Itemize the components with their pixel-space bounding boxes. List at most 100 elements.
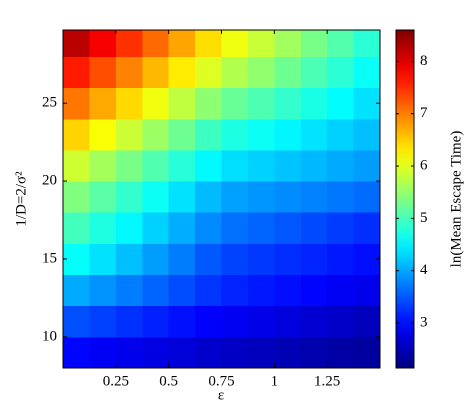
- colorbar-tick-label: 8: [420, 53, 428, 69]
- heatmap-cell: [63, 87, 90, 120]
- y-tick-label: 20: [42, 173, 57, 189]
- heatmap-cell: [89, 149, 117, 182]
- heatmap-cell: [168, 149, 196, 182]
- heatmap-cell: [300, 305, 328, 338]
- heatmap-cell: [247, 56, 275, 89]
- heatmap-cell: [327, 181, 355, 213]
- heatmap-cell: [247, 305, 275, 338]
- heatmap-cell: [247, 212, 275, 244]
- x-tick-label: 0.5: [159, 373, 178, 389]
- heatmap-cell: [142, 336, 170, 368]
- heatmap-cell: [327, 336, 355, 368]
- heatmap-cell: [247, 118, 275, 151]
- x-tick-label: 0.75: [208, 373, 234, 389]
- heatmap-cell: [89, 274, 117, 307]
- heatmap-cell: [327, 87, 355, 120]
- heatmap-cell: [327, 212, 355, 244]
- heatmap-cell: [168, 274, 196, 307]
- heatmap-cell: [221, 118, 249, 151]
- colorbar-tick-label: 4: [420, 262, 428, 278]
- heatmap-cell: [274, 274, 302, 307]
- colorbar-tick-label: 5: [420, 210, 428, 226]
- x-tick-label: 1: [271, 373, 279, 389]
- heatmap-cell: [327, 305, 355, 338]
- heatmap-cell: [63, 30, 90, 57]
- heatmap-cell: [221, 212, 249, 244]
- heatmap-cell: [142, 305, 170, 338]
- y-tick-label: 10: [42, 328, 57, 344]
- heatmap-cell: [327, 149, 355, 182]
- heatmap-cell: [142, 149, 170, 182]
- heatmap-cell: [168, 212, 196, 244]
- heatmap-cell: [195, 149, 222, 182]
- heatmap-cell: [247, 30, 275, 57]
- heatmap-cell: [327, 30, 355, 57]
- heatmap-cell: [89, 118, 117, 151]
- heatmap-cell: [115, 305, 143, 338]
- x-tick-label: 0.25: [103, 373, 129, 389]
- heatmap-cell: [300, 30, 328, 57]
- heatmap-cell: [63, 181, 90, 213]
- heatmap-cell: [300, 149, 328, 182]
- heatmap-cell: [142, 212, 170, 244]
- heatmap-cell: [300, 118, 328, 151]
- heatmap-cell: [142, 243, 170, 276]
- heatmap-cell: [168, 305, 196, 338]
- heatmap-cell: [274, 56, 302, 89]
- heatmap-cell: [63, 336, 90, 368]
- heatmap-cell: [63, 56, 90, 89]
- heatmap-cell: [353, 274, 380, 307]
- heatmap-cell: [115, 149, 143, 182]
- heatmap-cell: [115, 30, 143, 57]
- heatmap-cell: [353, 243, 380, 276]
- heatmap-cell: [300, 181, 328, 213]
- heatmap-cell: [353, 87, 380, 120]
- heatmap-cell: [89, 336, 117, 368]
- heatmap-cell: [63, 118, 90, 151]
- heatmap-cell: [327, 56, 355, 89]
- heatmap-cell: [89, 212, 117, 244]
- heatmap-cell: [142, 274, 170, 307]
- heatmap-cell: [168, 118, 196, 151]
- heatmap-cell: [195, 274, 222, 307]
- heatmap-cell: [115, 212, 143, 244]
- heatmap-cell: [168, 243, 196, 276]
- heatmap-cells: [63, 30, 380, 368]
- heatmap-cell: [168, 181, 196, 213]
- heatmap-cell: [300, 87, 328, 120]
- heatmap-cell: [274, 149, 302, 182]
- heatmap-cell: [195, 243, 222, 276]
- heatmap-cell: [247, 87, 275, 120]
- heatmap-cell: [221, 305, 249, 338]
- heatmap-cell: [115, 87, 143, 120]
- heatmap-cell: [89, 181, 117, 213]
- heatmap-cell: [300, 212, 328, 244]
- heatmap-cell: [353, 336, 380, 368]
- heatmap-cell: [221, 181, 249, 213]
- heatmap-cell: [274, 212, 302, 244]
- heatmap-cell: [115, 336, 143, 368]
- heatmap-cell: [142, 118, 170, 151]
- heatmap-cell: [300, 336, 328, 368]
- heatmap-cell: [63, 274, 90, 307]
- heatmap-cell: [300, 274, 328, 307]
- heatmap-cell: [300, 243, 328, 276]
- heatmap-cell: [221, 87, 249, 120]
- heatmap-cell: [221, 274, 249, 307]
- heatmap-cell: [327, 274, 355, 307]
- y-tick-label: 15: [42, 250, 57, 266]
- heatmap-cell: [274, 181, 302, 213]
- heatmap-cell: [274, 87, 302, 120]
- heatmap-cell: [353, 118, 380, 151]
- heatmap-cell: [274, 243, 302, 276]
- heatmap-cell: [142, 30, 170, 57]
- heatmap-cell: [168, 30, 196, 57]
- heatmap-cell: [115, 56, 143, 89]
- heatmap-cell: [168, 87, 196, 120]
- heatmap-cell: [63, 212, 90, 244]
- x-axis-label: ε: [218, 387, 224, 403]
- heatmap-cell: [353, 305, 380, 338]
- heatmap-cell: [274, 118, 302, 151]
- heatmap-cell: [89, 305, 117, 338]
